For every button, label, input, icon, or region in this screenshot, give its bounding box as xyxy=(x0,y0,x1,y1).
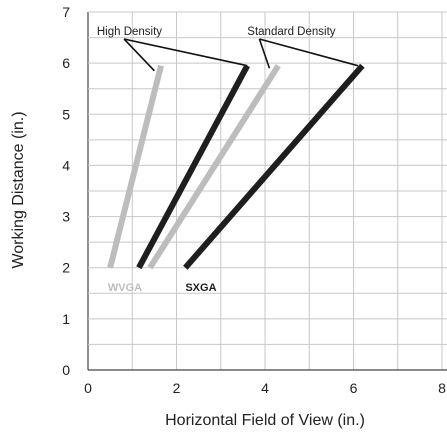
y-tick-label: 4 xyxy=(62,157,70,173)
y-tick-label: 5 xyxy=(62,106,70,122)
grid xyxy=(87,11,447,371)
x-tick-label: 2 xyxy=(173,380,181,396)
y-tick-label: 2 xyxy=(62,260,70,276)
series-line-sxga-high xyxy=(136,64,250,270)
annotation-label: High Density xyxy=(97,26,162,38)
series-label-sxga: SXGA xyxy=(185,282,216,294)
annotations: High Density Standard Density xyxy=(97,26,359,72)
x-tick-label: 0 xyxy=(84,380,92,396)
annotation-leader xyxy=(123,38,248,67)
series-labels: WVGA SXGA xyxy=(108,282,217,294)
y-tick-label: 0 xyxy=(62,362,70,378)
series xyxy=(107,63,365,270)
x-tick-label: 4 xyxy=(261,380,269,396)
annotation-leader xyxy=(258,38,271,69)
x-axis-title: Horizontal Field of View (in.) xyxy=(165,412,365,429)
x-tick-label: 6 xyxy=(350,380,358,396)
y-tick-label: 7 xyxy=(62,4,70,20)
annotation-leader xyxy=(259,38,359,67)
annotation-leader xyxy=(123,38,155,72)
annotation-label: Standard Density xyxy=(247,26,335,38)
series-line-wvga-standard xyxy=(147,64,281,270)
y-tick-label: 1 xyxy=(62,311,70,327)
series-label-wvga: WVGA xyxy=(108,282,142,294)
tick-labels: 0 2 4 6 8 0 1 2 3 4 5 6 7 xyxy=(62,4,446,396)
y-axis-title: Working Distance (in.) xyxy=(10,111,27,268)
series-line-sxga-standard xyxy=(183,63,365,270)
y-tick-label: 6 xyxy=(62,55,70,71)
x-tick-label: 8 xyxy=(438,380,446,396)
series-line-wvga-high xyxy=(107,64,164,269)
y-tick-label: 3 xyxy=(62,209,70,225)
